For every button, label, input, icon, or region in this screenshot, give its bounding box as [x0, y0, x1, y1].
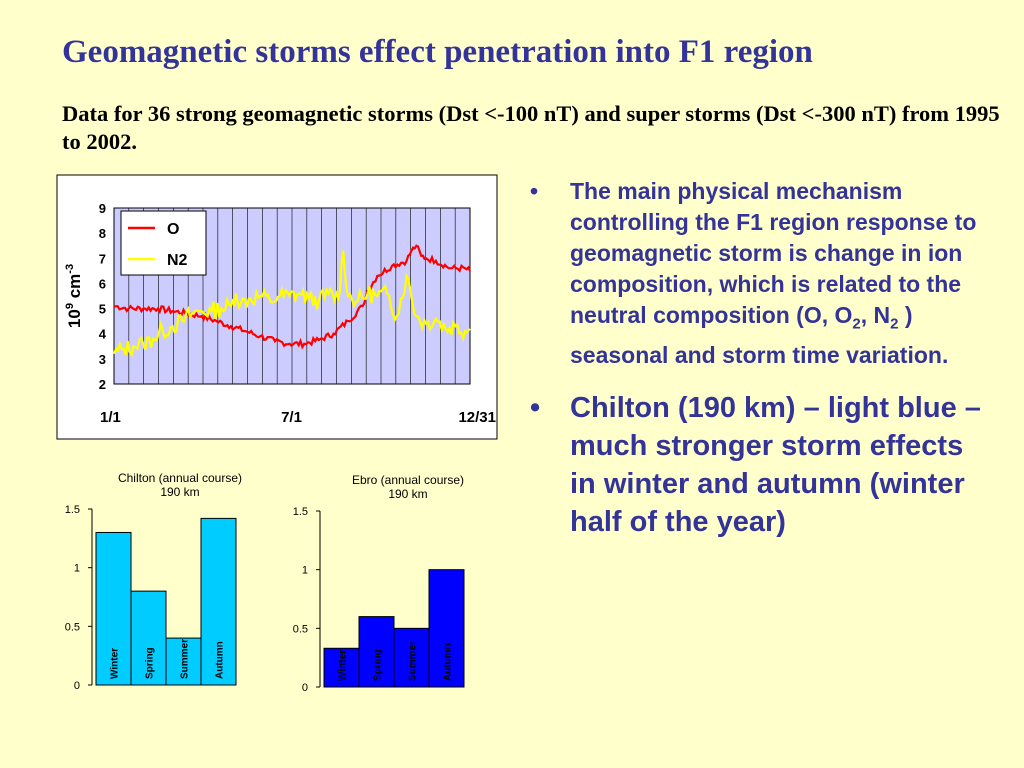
- bar-chart-subtitle: 190 km: [160, 485, 199, 499]
- bar: [393, 627, 430, 688]
- y-tick-label: 1.5: [293, 506, 308, 518]
- y-tick-label: 6: [99, 276, 106, 291]
- bar-category-label: Summer: [180, 639, 191, 679]
- y-tick-label: 5: [99, 302, 106, 317]
- bar-chart-title: Chilton (annual course): [118, 471, 242, 485]
- x-tick-label: 7/1: [281, 409, 302, 426]
- slide-subtitle: Data for 36 strong geomagnetic storms (D…: [62, 101, 1000, 154]
- legend: O N2: [120, 210, 207, 276]
- y-tick-label: 3: [99, 352, 106, 367]
- y-tick-label: 1: [302, 565, 308, 577]
- bullet-marker: •: [530, 391, 541, 424]
- bar-category-label: Spring: [373, 649, 384, 681]
- bullet-list: • The main physical mechanism controllin…: [530, 176, 990, 541]
- y-tick-label: 0: [74, 680, 80, 692]
- series-line-o: [113, 244, 471, 350]
- bar-category-label: Winter: [338, 650, 349, 681]
- x-tick-label: 1/1: [100, 409, 121, 426]
- bar: [130, 590, 167, 686]
- bar: [428, 569, 465, 688]
- x-tick-label: 12/31: [458, 409, 496, 426]
- bar-category-label: Autumn: [443, 643, 454, 681]
- bar-category-label: Autumn: [215, 641, 226, 679]
- bar: [358, 616, 395, 688]
- y-tick-label: 1: [74, 563, 80, 575]
- bar: [200, 517, 237, 686]
- y-tick-label: 0.5: [65, 621, 80, 633]
- y-tick-label: 0.5: [293, 623, 308, 635]
- bullet-item-chilton: • Chilton (190 km) – light blue – much s…: [530, 389, 990, 541]
- y-tick-label: 2: [99, 377, 106, 392]
- slide-title: Geomagnetic storms effect penetration in…: [62, 34, 813, 70]
- bar: [95, 531, 132, 686]
- legend-label-n2: N2: [167, 252, 188, 269]
- bar-category-label: Winter: [110, 648, 121, 679]
- bar-chart-title: Ebro (annual course): [352, 473, 464, 487]
- bullet-item-mechanism: • The main physical mechanism controllin…: [530, 178, 977, 368]
- y-tick-label: 1.5: [65, 504, 80, 516]
- y-axis-label: 109 cm-3: [64, 264, 84, 328]
- bullet-marker: •: [530, 178, 539, 204]
- legend-label-o: O: [167, 221, 179, 238]
- bar-chart-subtitle: 190 km: [388, 487, 427, 501]
- bar-category-label: Spring: [145, 647, 156, 679]
- y-tick-label: 9: [99, 201, 106, 216]
- y-tick-label: 8: [99, 226, 106, 241]
- y-tick-label: 4: [99, 327, 107, 342]
- bar: [165, 637, 202, 686]
- y-tick-label: 7: [99, 251, 106, 266]
- bar-category-label: Summer: [408, 641, 419, 681]
- series-line-n2: [112, 250, 471, 358]
- y-tick-label: 0: [302, 682, 308, 694]
